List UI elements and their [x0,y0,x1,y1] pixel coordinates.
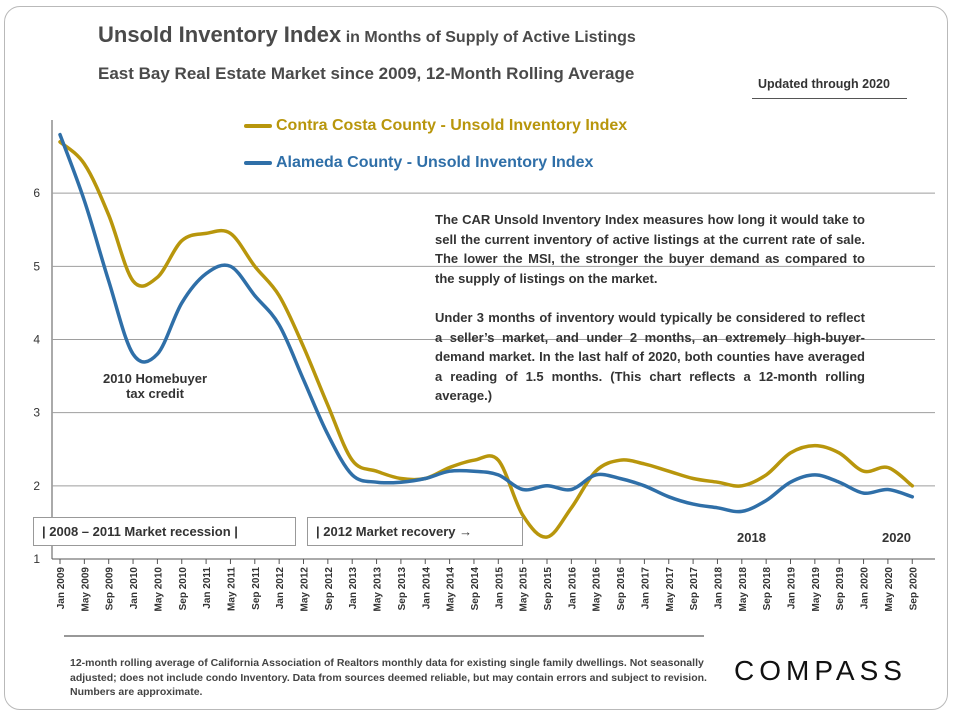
annotation-homebuyer-line2: tax credit [126,386,184,401]
x-tick-label: May 2010 [153,567,164,612]
updated-underline [752,98,907,99]
x-tick-label: Jan 2009 [56,567,67,610]
legend-swatch-contra-costa [244,123,272,128]
updated-note: Updated through 2020 [758,77,890,91]
annotation-homebuyer: 2010 Homebuyer tax credit [90,371,220,401]
y-tick-label: 2 [33,479,40,493]
x-tick-label: Sep 2011 [251,567,262,610]
x-tick-label: Jan 2014 [421,567,432,610]
y-tick-label: 3 [33,406,40,420]
y-tick-label: 4 [33,333,40,347]
annotation-homebuyer-line1: 2010 Homebuyer [102,371,208,386]
series-line-alameda [58,132,915,514]
x-tick-label: Sep 2020 [908,567,919,611]
x-tick-label: Sep 2013 [397,567,408,611]
x-tick-label: May 2019 [811,567,822,612]
x-tick-label: Jan 2017 [640,567,651,610]
x-tick-label: Sep 2019 [835,567,846,611]
x-tick-label: Sep 2018 [762,567,773,611]
chart-title: Unsold Inventory Index in Months of Supp… [98,22,636,48]
x-tick-label: Jan 2018 [713,567,724,610]
year-label-2020: 2020 [882,530,911,545]
x-tick-label: May 2018 [738,567,749,612]
chart-frame [4,6,948,710]
compass-logo: COMPASS [734,655,907,686]
legend-label-alameda: Alameda County - Unsold Inventory Index [276,154,594,171]
x-tick-label: May 2015 [519,567,530,612]
series-line-contra-costa [58,140,915,539]
x-tick-label: Jan 2011 [202,567,213,609]
x-tick-label: Sep 2014 [470,567,481,611]
x-tick-label: Jan 2012 [275,567,286,610]
chart-subtitle: East Bay Real Estate Market since 2009, … [98,64,635,83]
x-tick-label: Sep 2016 [616,567,627,611]
description-para-2: Under 3 months of inventory would typica… [435,310,865,403]
recession-label: | 2008 – 2011 Market recession | [33,517,296,546]
year-label-2018: 2018 [737,530,766,545]
y-tick-label: 5 [33,259,40,273]
x-tick-label: Sep 2012 [324,567,335,611]
legend-label-contra-costa: Contra Costa County - Unsold Inventory I… [276,117,628,134]
legend-contra-costa: Contra Costa County - Unsold Inventory I… [244,117,627,135]
recovery-label: | 2012 Market recovery → [307,517,523,546]
title-sub: in Months of Supply of Active Listings [345,29,636,46]
x-tick-label: Jan 2020 [860,567,871,610]
x-tick-label: Jan 2010 [129,567,140,610]
y-tick-label: 1 [33,552,40,566]
x-tick-label: May 2014 [446,567,457,612]
x-tick-label: May 2011 [226,567,237,611]
legend-swatch-alameda [244,160,272,165]
x-tick-label: May 2012 [300,567,311,612]
x-tick-label: May 2017 [665,567,676,612]
title-main: Unsold Inventory Index [98,22,342,47]
footnote: 12-month rolling average of California A… [70,657,707,698]
x-tick-label: May 2016 [592,567,603,612]
x-tick-label: Jan 2019 [787,567,798,610]
x-tick-label: Sep 2010 [178,567,189,611]
x-tick-label: Sep 2017 [689,567,700,611]
x-tick-label: Sep 2009 [105,567,116,611]
x-tick-label: Jan 2013 [348,567,359,610]
x-tick-label: May 2020 [884,567,895,612]
description-para-1: The CAR Unsold Inventory Index measures … [435,212,865,286]
x-tick-label: Jan 2016 [567,567,578,610]
x-tick-label: Jan 2015 [494,567,505,610]
x-tick-label: May 2009 [80,567,91,612]
x-tick-label: Sep 2015 [543,567,554,611]
legend-alameda: Alameda County - Unsold Inventory Index [244,154,593,172]
x-tick-label: May 2013 [373,567,384,612]
description-text: The CAR Unsold Inventory Index measures … [435,210,865,426]
y-tick-label: 6 [33,186,40,200]
